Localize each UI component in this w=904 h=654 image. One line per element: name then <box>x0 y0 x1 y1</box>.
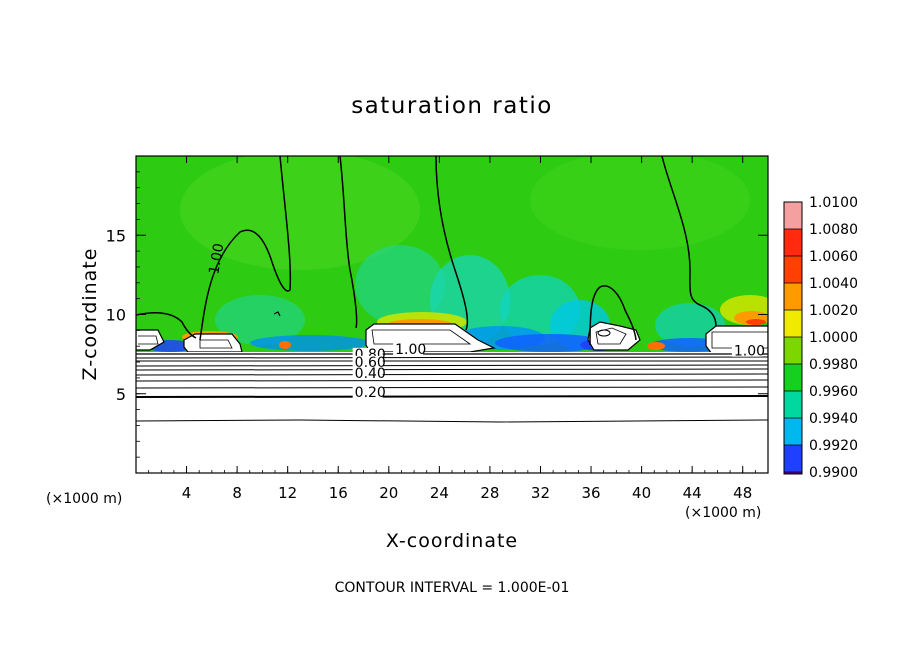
plot-area <box>136 156 768 473</box>
cloud-ring-3 <box>371 329 472 345</box>
x-tick-label: 16 <box>329 484 348 502</box>
colorbar-segment <box>784 418 802 445</box>
field-shade-right <box>530 156 750 250</box>
y-tick-label: 10 <box>106 306 126 325</box>
field-patch-red-2 <box>746 319 766 325</box>
field-patch-cyan-5 <box>215 295 305 345</box>
contour-label-background <box>731 344 762 357</box>
colorbar-segment-bottom <box>784 472 802 474</box>
colorbar-segment <box>784 391 802 418</box>
contour-line-0.30 <box>136 386 768 389</box>
field-patch-orange-4 <box>279 341 291 349</box>
colorbar-label: 1.0020 <box>809 303 858 319</box>
x-unit-label-right: (×1000 m) <box>685 505 761 521</box>
contour-label: 1.00 <box>206 242 227 275</box>
x-axis-label: X-coordinate <box>386 530 518 552</box>
colorbar-label: 0.9960 <box>809 384 858 400</box>
contour-labels: 1.001.00 1.000.800.600.400.20 <box>206 242 765 401</box>
field-patch-orange-5 <box>647 342 665 350</box>
chart-title: saturation ratio <box>351 93 553 119</box>
colorbar-segment <box>784 202 802 229</box>
contour-line-0.85 <box>136 356 768 359</box>
contour-line-0.60 <box>136 368 768 371</box>
colorbar-label: 1.0080 <box>809 222 858 238</box>
y-axis-label: Z-coordinate <box>79 248 101 381</box>
contour-label: 0.20 <box>355 385 386 401</box>
cloud-ring-5 <box>711 331 768 349</box>
x-tick-label: 20 <box>379 484 398 502</box>
colorbar-label: 1.0100 <box>809 195 858 211</box>
contour-label: 0.60 <box>355 355 386 371</box>
y-tick-label: 15 <box>106 226 126 245</box>
y-tick-label: 5 <box>116 385 126 404</box>
contour-label-background <box>352 385 383 398</box>
x-tick-label: 36 <box>581 484 600 502</box>
contour-line-0.20 <box>136 395 768 398</box>
colorbar: 1.0100 1.0080 1.0060 1.0040 1.0020 1.0000 0.99… <box>783 195 858 481</box>
contour-line-0.40 <box>136 379 768 382</box>
field-patch-blue-2 <box>495 334 605 352</box>
colorbar-label: 0.9900 <box>809 465 858 481</box>
contour-line-1.00-b <box>339 156 358 329</box>
contour-label: 1.00 <box>734 344 765 360</box>
field-shade-upper <box>180 156 420 270</box>
x-axis: 4 8 12 16 20 24 28 32 36 40 44 48 <box>148 156 756 502</box>
contour-line-1.00-a <box>136 156 292 341</box>
contour-line-0.50 <box>136 373 768 376</box>
colorbar-label: 1.0000 <box>809 330 858 346</box>
colorbar-segment <box>784 364 802 391</box>
contour-line-1.00-e <box>589 285 637 346</box>
contour-line-0.10 <box>136 419 768 423</box>
colorbar-segment <box>784 310 802 337</box>
contour-interval-note: CONTOUR INTERVAL = 1.000E-01 <box>335 580 570 596</box>
x-tick-label: 44 <box>683 484 702 502</box>
colorbar-segment <box>784 445 802 472</box>
x-tick-label: 8 <box>232 484 242 502</box>
cloud-ring-4 <box>595 327 627 345</box>
field-patch-blue-3 <box>250 335 370 351</box>
cloud-ring-6 <box>597 329 611 337</box>
field-patch-cyan-1 <box>355 245 445 325</box>
cloud-ring-1 <box>138 335 159 345</box>
x-tick-label: 12 <box>278 484 297 502</box>
x-tick-label: 40 <box>632 484 651 502</box>
colorbar-segment <box>784 337 802 364</box>
y-axis: 5 10 15 <box>106 171 768 458</box>
contour-label-background <box>393 343 424 356</box>
x-tick-label: 28 <box>480 484 499 502</box>
contour-line-1.00-c <box>435 156 469 331</box>
colorbar-segment <box>784 229 802 256</box>
x-unit-label: (×1000 m) <box>46 491 122 507</box>
colorbar-segment <box>784 283 802 310</box>
contour-line-0.70 <box>136 364 768 367</box>
colorbar-label: 0.9980 <box>809 357 858 373</box>
cloud-region-1 <box>136 329 165 351</box>
contour-label: 0.40 <box>355 366 386 382</box>
dry-layer <box>136 352 768 473</box>
contour-line-1.00-d <box>661 156 717 327</box>
colorbar-label: 0.9920 <box>809 438 858 454</box>
contour-label-background <box>352 355 383 368</box>
colorbar-label: 1.0060 <box>809 249 858 265</box>
cloud-ring-2 <box>199 339 233 349</box>
contour-label: 1.00 <box>395 342 426 358</box>
colorbar-label: 1.0040 <box>809 276 858 292</box>
contour-label-background <box>352 366 383 379</box>
x-tick-label: 24 <box>430 484 449 502</box>
colorbar-segment <box>784 256 802 283</box>
colorbar-label: 0.9940 <box>809 411 858 427</box>
x-tick-label: 32 <box>531 484 550 502</box>
x-tick-label: 48 <box>733 484 752 502</box>
contour-line-1.00-f <box>273 311 281 317</box>
x-tick-label: 4 <box>182 484 192 502</box>
